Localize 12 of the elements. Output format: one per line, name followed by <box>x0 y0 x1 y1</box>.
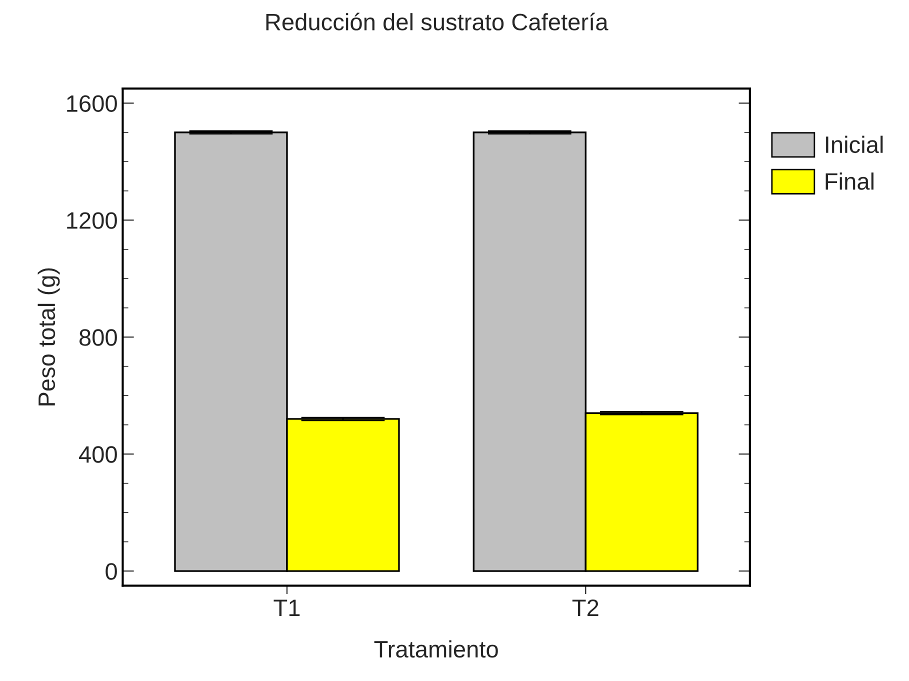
y-tick-label: 400 <box>79 446 117 463</box>
y-tick-label: 1200 <box>67 212 117 229</box>
y-axis-title: Peso total (g) <box>38 268 60 406</box>
y-tick-label: 800 <box>79 329 117 346</box>
y-tick-label: 1600 <box>67 95 117 112</box>
x-tick-label: T2 <box>572 599 598 616</box>
x-tick-label: T1 <box>274 600 300 616</box>
legend-label: Final <box>826 172 874 190</box>
chart-title: Reducción del sustrato Cafetería <box>266 12 608 30</box>
x-axis-title: Tratamiento <box>374 640 498 658</box>
legend-label: Inicial <box>826 136 883 154</box>
y-tick-label: 0 <box>106 563 117 580</box>
